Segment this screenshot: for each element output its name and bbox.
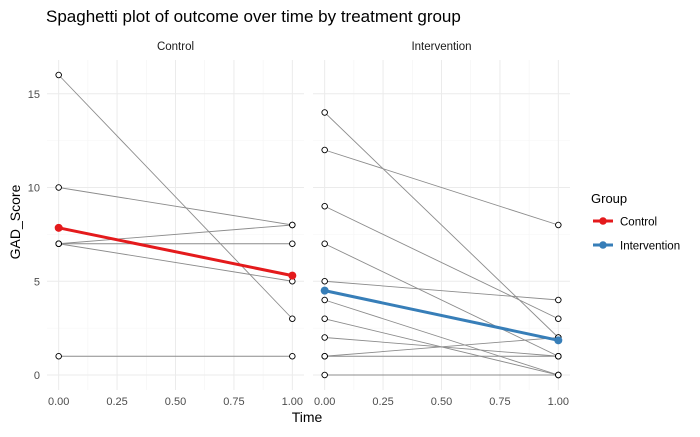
- strip-label-control: Control: [157, 41, 194, 53]
- subject-point-intervention-3: [321, 202, 328, 210]
- subject-point-control-1: [55, 71, 62, 79]
- subject-point-intervention-3: [555, 315, 562, 323]
- chart-title: Spaghetti plot of outcome over time by t…: [46, 7, 461, 26]
- legend-title: Group: [591, 191, 627, 206]
- y-axis-title: GAD_Score: [7, 184, 23, 259]
- legend-key-point-control: [599, 217, 607, 225]
- subject-point-intervention-6: [321, 296, 328, 304]
- x-tick-label-control: 0.25: [106, 396, 127, 408]
- subject-point-intervention-11: [555, 371, 562, 379]
- panel-control-x-ticks: 0.00 0.25 0.50 0.75 1.00: [48, 396, 303, 408]
- y-tick-label: 10: [28, 183, 40, 195]
- mean-line-control: [58, 226, 293, 278]
- subject-line-intervention-3: [324, 205, 559, 320]
- subject-point-control-3: [289, 221, 296, 229]
- panel-intervention-x-ticks: 0.00 0.25 0.50 0.75 1.00: [314, 396, 569, 408]
- mean-point-control: [54, 223, 63, 232]
- panel-control-marks: [54, 71, 297, 360]
- subject-point-intervention-1: [321, 109, 328, 116]
- legend-item-control: Control: [593, 217, 657, 229]
- mean-point-intervention: [320, 286, 329, 295]
- mean-point-control: [288, 271, 297, 280]
- subject-point-intervention-2: [555, 221, 562, 229]
- x-tick-label-intervention: 0.75: [489, 396, 510, 408]
- legend-label-intervention: Intervention: [620, 241, 680, 253]
- panel-intervention-marks: [320, 109, 563, 379]
- y-tick-label: 15: [28, 89, 40, 101]
- legend-label-control: Control: [620, 217, 657, 229]
- subject-point-intervention-7: [321, 315, 328, 323]
- x-tick-label-control: 0.50: [165, 396, 186, 408]
- subject-point-intervention-10: [321, 353, 328, 360]
- x-tick-label-intervention: 1.00: [548, 396, 569, 408]
- subject-point-control-1: [289, 315, 296, 323]
- subject-line-intervention-2: [324, 149, 559, 226]
- subject-line-intervention-9: [324, 337, 559, 357]
- subject-line-intervention-5: [324, 280, 559, 301]
- subject-line-control-1: [58, 74, 293, 320]
- legend-item-intervention: Intervention: [593, 241, 680, 253]
- subject-line-control-3: [58, 224, 293, 245]
- subject-point-intervention-10: [555, 353, 562, 360]
- subject-point-control-2: [55, 184, 62, 191]
- subject-line-intervention-6: [324, 299, 559, 376]
- subject-point-intervention-8: [321, 334, 328, 341]
- subject-point-control-6: [55, 353, 62, 360]
- subject-point-intervention-11: [321, 371, 328, 379]
- subject-point-intervention-2: [321, 146, 328, 154]
- y-tick-label: 5: [34, 276, 40, 288]
- x-tick-label-intervention: 0.50: [431, 396, 452, 408]
- x-tick-label-control: 1.00: [282, 396, 303, 408]
- subject-point-intervention-4: [321, 240, 328, 247]
- strip-label-intervention: Intervention: [411, 41, 471, 53]
- subject-point-control-6: [289, 353, 296, 360]
- x-axis-title: Time: [292, 409, 323, 425]
- y-axis-ticks: 0 5 10 15: [28, 89, 40, 382]
- y-tick-label: 0: [34, 370, 40, 382]
- x-tick-label-intervention: 0.00: [314, 396, 335, 408]
- subject-line-control-5: [58, 243, 293, 282]
- panel-control: Control 0.00 0.25 0.50 0.75 1.00: [47, 41, 304, 408]
- mean-point-intervention: [554, 336, 563, 345]
- subject-point-intervention-5: [321, 278, 328, 285]
- x-tick-label-control: 0.75: [223, 396, 244, 408]
- legend: Group Control Intervention: [591, 191, 680, 253]
- legend-key-point-intervention: [599, 241, 607, 249]
- mean-line-intervention: [324, 289, 559, 342]
- panel-control-grid: [47, 60, 304, 390]
- panel-intervention: Intervention 0.00 0.25 0.50 0.75 1.00: [313, 41, 570, 408]
- subject-line-control-2: [58, 187, 293, 226]
- x-tick-label-intervention: 0.25: [372, 396, 393, 408]
- x-tick-label-control: 0.00: [48, 396, 69, 408]
- subject-point-intervention-5: [555, 296, 562, 304]
- subject-line-intervention-4: [324, 243, 559, 357]
- subject-point-control-5: [55, 240, 62, 247]
- subject-point-control-4: [289, 240, 296, 247]
